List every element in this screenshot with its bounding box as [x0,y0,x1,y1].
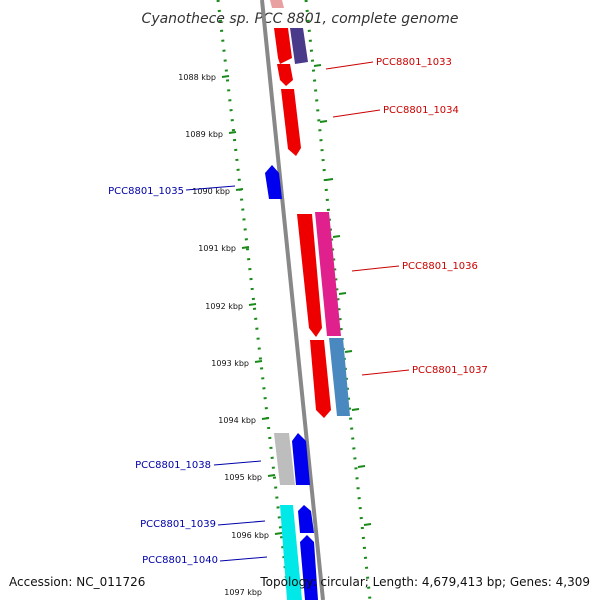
gene-1038-gray[interactable] [274,433,295,485]
gene-1035[interactable] [265,165,282,199]
tick-marks [221,64,372,535]
gene-label-1039[interactable]: PCC8801_1039 [140,519,216,530]
tick-label-1096: 1096 kbp [231,531,269,540]
accession-text: Accession: NC_011726 [9,575,145,589]
gene-labels: PCC8801_1033 PCC8801_1034 PCC8801_1035 P… [108,57,488,566]
gene-label-1035[interactable]: PCC8801_1035 [108,186,184,197]
gene-1039[interactable] [298,505,314,533]
gc-track-left [216,0,291,600]
gene-features [265,0,350,600]
tick-label-1089: 1089 kbp [185,130,223,139]
tick-label-1097: 1097 kbp [224,588,262,597]
tick-label-1090: 1090 kbp [192,187,230,196]
gene-1039-cyan[interactable] [280,505,302,600]
topology-summary-text: Topology: circular; Length: 4,679,413 bp… [259,575,590,589]
gene-1036-pink[interactable] [315,212,341,336]
gene-partial-top[interactable] [270,0,284,8]
tick-label-1092: 1092 kbp [205,302,243,311]
label-leaders [185,61,410,562]
tick-label-1088: 1088 kbp [178,73,216,82]
gene-label-1034[interactable]: PCC8801_1034 [383,105,459,116]
gene-1036-red[interactable] [297,214,322,337]
tick-label-1093: 1093 kbp [211,359,249,368]
map-title: Cyanothece sp. PCC 8801, complete genome [142,11,459,27]
tick-labels: 1088 kbp 1089 kbp 1090 kbp 1091 kbp 1092… [178,73,269,597]
gene-1038[interactable] [292,433,310,485]
gene-label-1037[interactable]: PCC8801_1037 [412,365,488,376]
gene-1033-b[interactable] [277,64,293,86]
gene-label-1033[interactable]: PCC8801_1033 [376,57,452,68]
tick-label-1095: 1095 kbp [224,473,262,482]
gene-purple-top[interactable] [290,28,308,64]
tick-label-1094: 1094 kbp [218,416,256,425]
gene-1037-steel[interactable] [329,338,350,416]
gene-1040[interactable] [300,535,318,600]
gene-label-1038[interactable]: PCC8801_1038 [135,460,211,471]
gene-1037-red[interactable] [310,340,331,418]
tick-label-1091: 1091 kbp [198,244,236,253]
gene-1033-a[interactable] [274,28,292,64]
gene-1034[interactable] [281,89,301,156]
gene-label-1040[interactable]: PCC8801_1040 [142,555,218,566]
gene-label-1036[interactable]: PCC8801_1036 [402,261,478,272]
gc-track-right [304,0,372,600]
genome-backbone [260,0,325,600]
